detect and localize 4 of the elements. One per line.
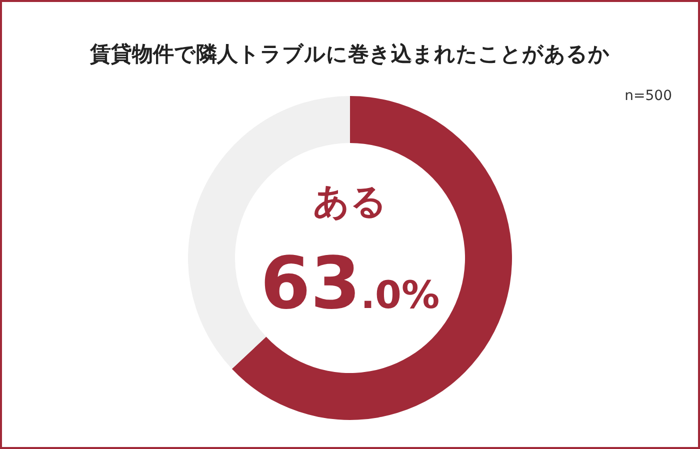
- slice-label: ある: [313, 181, 387, 222]
- text: n=500: [624, 88, 672, 104]
- data-label: 63.0%: [260, 241, 440, 325]
- chart-title: 賃貸物件で隣人トラブルに巻き込まれたことがあるか: [89, 41, 611, 68]
